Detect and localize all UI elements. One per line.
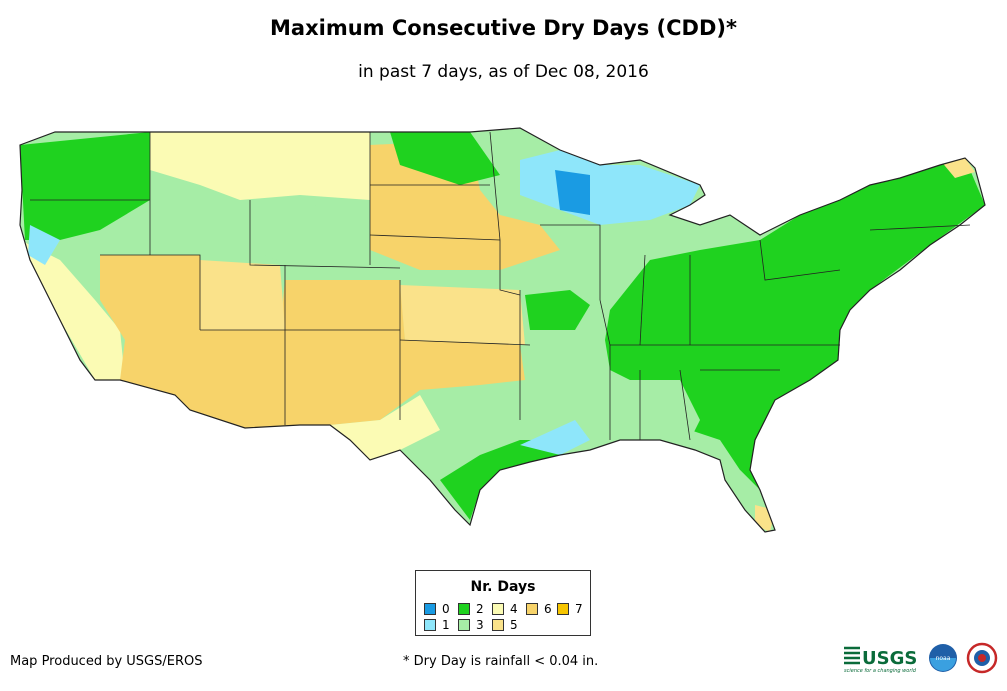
legend-item-5: 5 — [492, 618, 518, 632]
map-title: Maximum Consecutive Dry Days (CDD)* — [270, 16, 737, 40]
map-subtitle: in past 7 days, as of Dec 08, 2016 — [358, 62, 649, 82]
legend-swatch-6 — [526, 603, 538, 615]
legend-item-0: 0 — [424, 602, 450, 616]
legend-label: 0 — [442, 602, 450, 616]
cdd-shading — [20, 128, 985, 532]
usgs-text: USGS — [862, 648, 917, 669]
legend-title: Nr. Days — [470, 579, 536, 595]
legend-swatch-2 — [458, 603, 470, 615]
legend-item-6: 6 — [526, 602, 552, 616]
dry-day-footnote: * Dry Day is rainfall < 0.04 in. — [403, 654, 599, 669]
legend: Nr. Days 0 1 2 3 4 5 6 7 — [415, 570, 591, 636]
map-credit: Map Produced by USGS/EROS — [10, 654, 203, 669]
us-outline — [19, 127, 986, 533]
state-boundaries — [30, 131, 971, 441]
noaa-text: noaa — [936, 655, 951, 662]
legend-swatch-0 — [424, 603, 436, 615]
usgs-tagline: science for a changing world — [844, 668, 917, 674]
legend-item-4: 4 — [492, 602, 518, 616]
usgs-logo: USGS science for a changing world — [844, 646, 917, 674]
noaa-logo: noaa — [929, 644, 957, 672]
legend-label: 1 — [442, 618, 450, 632]
legend-item-2: 2 — [458, 602, 484, 616]
legend-swatch-4 — [492, 603, 504, 615]
legend-item-7: 7 — [557, 602, 583, 616]
nws-logo — [966, 642, 998, 674]
legend-swatch-3 — [458, 619, 470, 631]
legend-label: 4 — [510, 602, 518, 616]
legend-item-1: 1 — [424, 618, 450, 632]
legend-item-3: 3 — [458, 618, 484, 632]
legend-swatch-5 — [492, 619, 504, 631]
legend-swatch-1 — [424, 619, 436, 631]
legend-label: 2 — [476, 602, 484, 616]
legend-label: 3 — [476, 618, 484, 632]
legend-label: 5 — [510, 618, 518, 632]
legend-label: 7 — [575, 602, 583, 616]
legend-label: 6 — [544, 602, 552, 616]
legend-swatch-7 — [557, 603, 569, 615]
agency-logos: USGS science for a changing world noaa — [844, 642, 998, 674]
us-cdd-map — [19, 127, 986, 533]
